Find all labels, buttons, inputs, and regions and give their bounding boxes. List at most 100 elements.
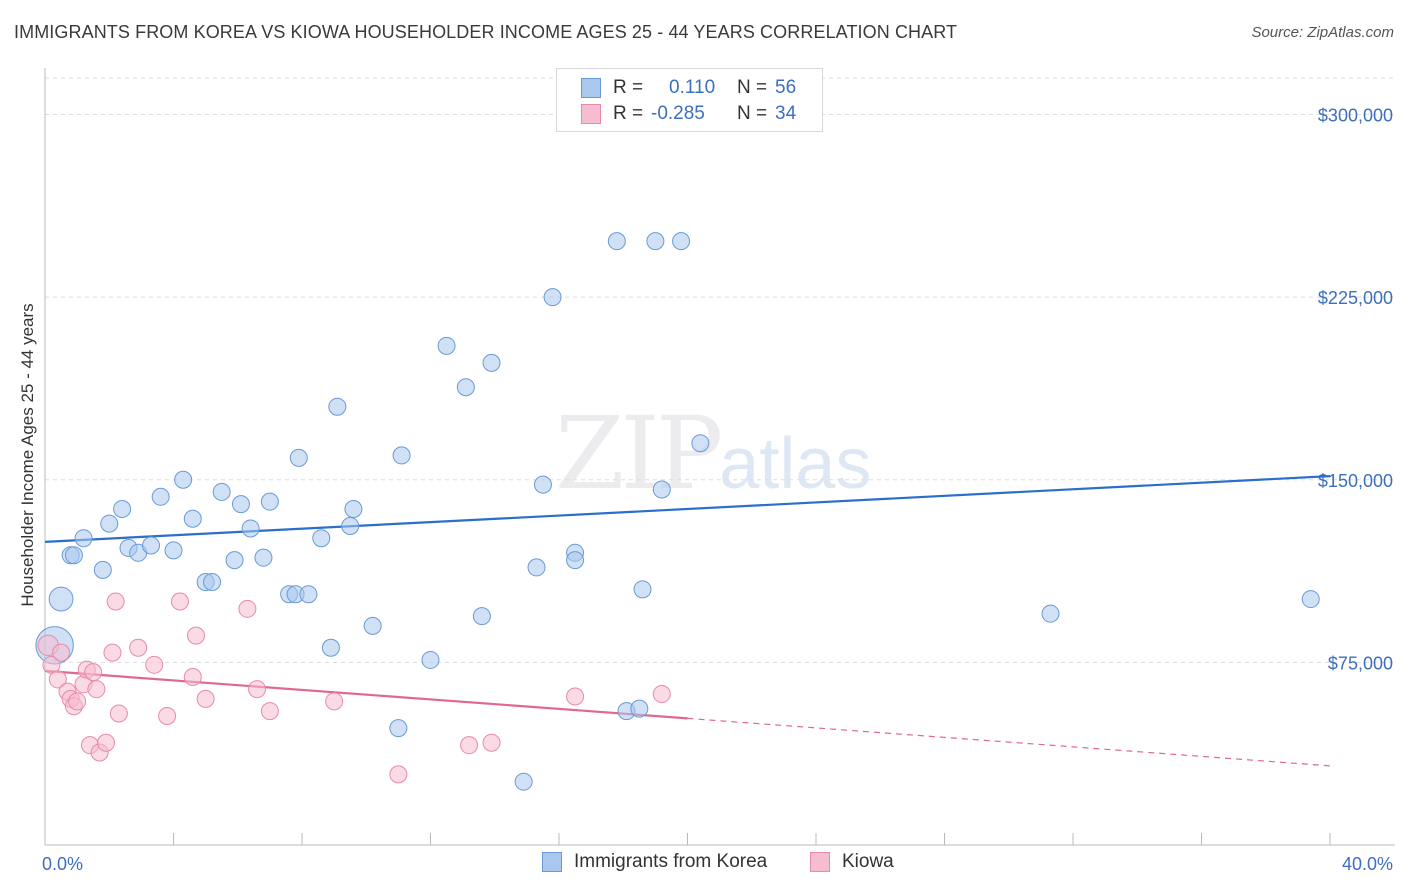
kiowa-r-value: -0.285 [651, 103, 705, 124]
chart-title: IMMIGRANTS FROM KOREA VS KIOWA HOUSEHOLD… [14, 22, 958, 42]
legend-item-kiowa[interactable]: Kiowa [810, 851, 894, 873]
kiowa-point [170, 592, 189, 611]
korea-point [151, 487, 170, 506]
data-points [35, 232, 1320, 791]
kiowa-point [68, 692, 87, 711]
korea-point [74, 529, 93, 548]
kiowa-point [84, 663, 103, 682]
kiowa-point [196, 689, 215, 708]
kiowa-point [325, 692, 344, 711]
korea-point [344, 499, 363, 518]
kiowa-point [186, 626, 205, 645]
kiowa-point [158, 706, 177, 725]
source-label: Source: ZipAtlas.com [1251, 24, 1394, 41]
korea-point [164, 541, 183, 560]
korea-point [421, 650, 440, 669]
korea-point [392, 446, 411, 465]
y-tick-label: $300,000 [1318, 106, 1393, 126]
x-tick-label-max: 40.0% [1342, 854, 1393, 874]
kiowa-n-value: 34 [775, 103, 797, 124]
korea-legend-swatch [542, 852, 562, 872]
korea-point [321, 638, 340, 657]
korea-point [260, 492, 279, 511]
korea-point [142, 536, 161, 555]
kiowa-legend-swatch [810, 852, 830, 872]
korea-point [633, 580, 652, 599]
korea-point [389, 719, 408, 738]
korea-point [241, 519, 260, 538]
korea-point [183, 509, 202, 528]
kiowa-point [652, 685, 671, 704]
korea-point [437, 336, 456, 355]
kiowa-point [566, 687, 585, 706]
korea-point [514, 772, 533, 791]
korea-swatch [581, 78, 601, 98]
kiowa-point [87, 680, 106, 699]
legend-row-kiowa: R = -0.285 N = 34 [581, 101, 796, 127]
kiowa-point [183, 667, 202, 686]
korea-point [1041, 604, 1060, 623]
korea-point [203, 573, 222, 592]
korea-point [646, 232, 665, 251]
kiowa-point [248, 680, 267, 699]
kiowa-point [260, 702, 279, 721]
korea-point [48, 586, 74, 612]
korea-point [113, 499, 132, 518]
kiowa-point [145, 655, 164, 674]
watermark: ZIPatlas [555, 395, 871, 512]
tick-labels: $75,000 $150,000 $225,000 $300,000 0.0% 40.0%… [18, 106, 1393, 874]
kiowa-point [482, 733, 501, 752]
korea-point [543, 288, 562, 307]
korea-point [312, 529, 331, 548]
korea-point [652, 480, 671, 499]
y-tick-label: $150,000 [1318, 471, 1393, 491]
trend-lines [44, 475, 1331, 767]
korea-point [1301, 590, 1320, 609]
x-tick-label-min: 0.0% [42, 854, 83, 874]
kiowa-point [97, 733, 116, 752]
korea-n-value: 56 [775, 77, 797, 98]
korea-n-label: N = [737, 77, 768, 98]
kiowa-swatch [581, 104, 601, 124]
watermark-atlas: atlas [719, 424, 872, 504]
korea-point [174, 470, 193, 489]
korea-point [607, 232, 626, 251]
korea-point [341, 517, 360, 536]
korea-point [100, 514, 119, 533]
korea-point [225, 551, 244, 570]
kiowa-r-label: R = [613, 103, 644, 124]
kiowa-trend-extension [687, 717, 1331, 767]
kiowa-point [106, 592, 125, 611]
kiowa-point [238, 599, 257, 618]
kiowa-point [52, 643, 71, 662]
legend-item-korea[interactable]: Immigrants from Korea [542, 851, 767, 873]
watermark-zip: ZIP [555, 395, 723, 512]
korea-point [472, 607, 491, 626]
axes [44, 68, 1395, 846]
korea-point [64, 546, 83, 565]
korea-point [566, 551, 585, 570]
korea-point [328, 397, 347, 416]
korea-point [212, 482, 231, 501]
korea-point [672, 232, 691, 251]
legend-row-korea: R = 0.110 N = 56 [581, 75, 796, 101]
korea-point [456, 378, 475, 397]
kiowa-point [460, 736, 479, 755]
korea-point [254, 548, 273, 567]
korea-point [363, 616, 382, 635]
kiowa-point [48, 670, 67, 689]
series-legend: Immigrants from Korea Kiowa [0, 851, 1406, 877]
korea-point [630, 699, 649, 718]
y-axis-title: Householder Income Ages 25 - 44 years [18, 303, 37, 606]
korea-point [93, 560, 112, 579]
korea-point [691, 434, 710, 453]
korea-point [527, 558, 546, 577]
kiowa-trend-line [44, 669, 688, 720]
kiowa-point [129, 638, 148, 657]
kiowa-point [109, 704, 128, 723]
korea-point [299, 585, 318, 604]
korea-point [533, 475, 552, 494]
gridlines [45, 77, 1395, 663]
kiowa-point [103, 643, 122, 662]
